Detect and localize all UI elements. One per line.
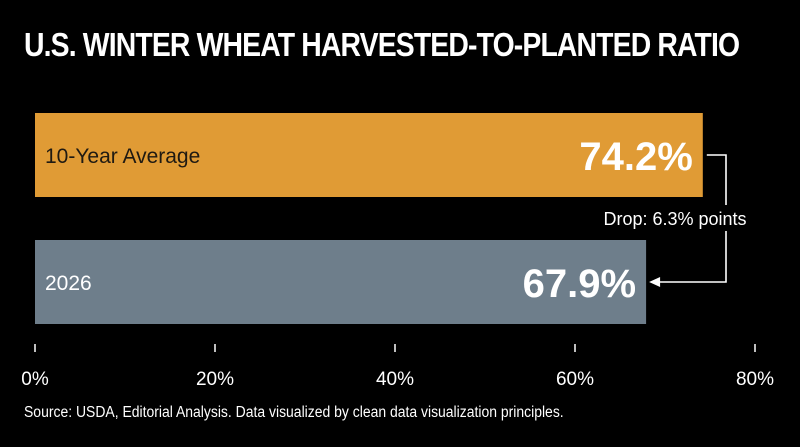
- x-tick-label: 80%: [736, 369, 774, 390]
- category-label: 2026: [45, 272, 92, 295]
- bar: [35, 113, 703, 197]
- value-label: 67.9%: [523, 262, 636, 306]
- source-note: Source: USDA, Editorial Analysis. Data v…: [24, 404, 564, 421]
- x-tick-label: 60%: [556, 369, 594, 390]
- annotation-arrowhead: [649, 277, 661, 287]
- x-tick-label: 20%: [196, 369, 234, 390]
- x-tick-label: 0%: [21, 369, 49, 390]
- x-tick-label: 40%: [376, 369, 414, 390]
- annotation-label: Drop: 6.3% points: [603, 209, 746, 229]
- chart-title: U.S. WINTER WHEAT HARVESTED-TO-PLANTED R…: [24, 26, 740, 63]
- bar: [35, 240, 647, 324]
- annotation-label-bg: [590, 205, 760, 231]
- category-label: 10-Year Average: [45, 145, 200, 168]
- value-label: 74.2%: [579, 135, 692, 179]
